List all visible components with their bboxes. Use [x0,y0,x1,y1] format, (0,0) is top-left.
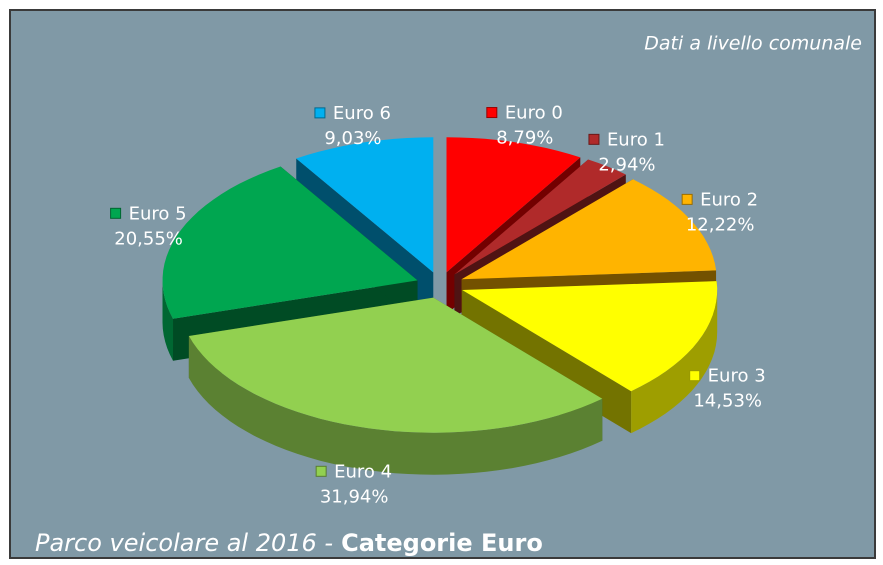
slice-top [446,137,581,273]
slice-top [454,159,626,275]
slice-side [188,336,603,475]
slice-top [461,179,717,280]
slice-value-label: 8,79% [496,128,553,149]
slice-value-label: 14,53% [693,391,762,412]
slice-top [462,281,718,392]
legend-marker [315,465,327,477]
slice-top [162,166,418,319]
slice-value-label: 9,03% [324,128,381,149]
slice-side [162,280,173,361]
slice-name: Euro 0 [505,103,563,124]
legend-marker [486,107,498,119]
slice-top [296,137,434,273]
slice-name: Euro 4 [334,461,392,482]
slice-value-label: 31,94% [320,486,389,507]
title: Parco veicolare al 2016 - [35,529,333,557]
legend-marker [110,207,122,219]
annotation: Dati a livello comunale [644,33,862,55]
pie [162,137,718,475]
slice-name: Euro 1 [607,129,665,150]
slice-name: Euro 3 [708,366,766,387]
chart-title: Parco veicolare al 2016 - Categorie Euro [35,529,543,557]
slice-name: Euro 2 [700,189,758,210]
legend-marker [314,107,326,119]
subtitle: Categorie Euro [341,529,543,557]
slice-value-label: 2,94% [598,154,655,175]
slice [188,297,603,475]
legend-marker [681,193,693,205]
slice-side [631,290,718,434]
slice-name: Euro 5 [129,203,187,224]
chart-background [9,9,876,559]
slice-name: Euro 6 [333,103,391,124]
legend-marker [588,133,600,145]
slice-top [188,297,603,433]
legend-marker [689,370,701,382]
slice-value-label: 12,22% [686,214,755,235]
slice-value-label: 20,55% [114,228,183,249]
